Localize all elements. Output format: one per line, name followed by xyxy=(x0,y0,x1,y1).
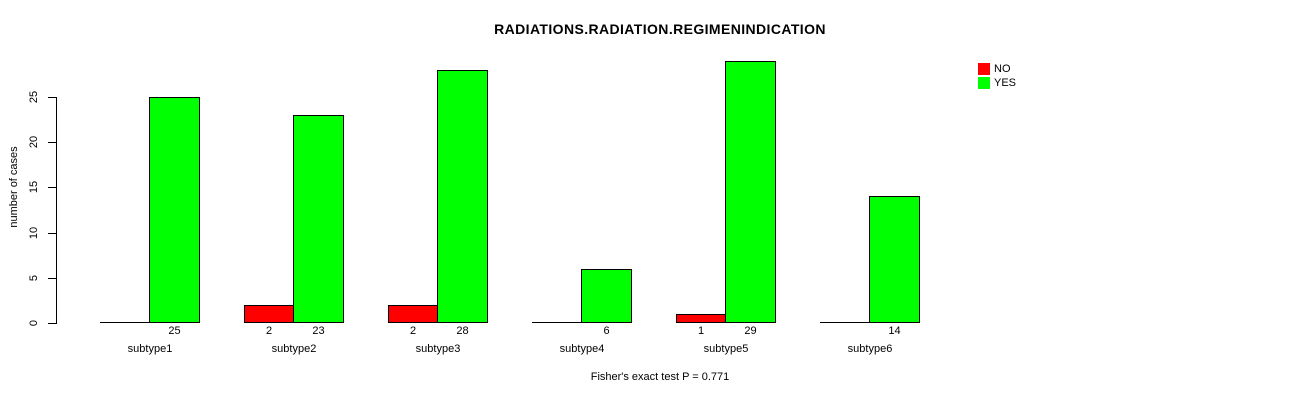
legend-label: NO xyxy=(994,63,1011,75)
y-tick-label: 25 xyxy=(28,90,40,104)
x-category-label-subtype4: subtype4 xyxy=(559,343,605,355)
y-axis-line xyxy=(56,97,57,324)
bar-value-label: 2 xyxy=(265,325,273,337)
bar-no-subtype4-zero xyxy=(532,322,583,323)
y-axis-tick xyxy=(48,97,56,98)
legend-entry-yes: YES xyxy=(978,77,1016,89)
bar-yes-subtype1 xyxy=(149,97,200,323)
y-tick-label: 15 xyxy=(28,181,40,194)
y-tick-label: 5 xyxy=(28,274,40,281)
x-category-label-subtype2: subtype2 xyxy=(271,343,317,355)
legend: NO YES xyxy=(978,63,1016,91)
statistical-test-caption: Fisher's exact test P = 0.771 xyxy=(590,371,730,383)
bar-no-subtype5 xyxy=(676,314,726,323)
bar-yes-subtype2 xyxy=(293,115,344,323)
bar-no-subtype3 xyxy=(388,305,438,323)
y-axis-tick xyxy=(48,277,56,279)
y-tick-label: 0 xyxy=(28,319,40,327)
y-axis-tick xyxy=(48,232,56,234)
chart-title: RADIATIONS.RADIATION.REGIMENINDICATION xyxy=(494,21,826,37)
bar-no-subtype1-zero xyxy=(100,322,151,323)
bar-yes-subtype6 xyxy=(869,196,920,323)
x-category-label-subtype6: subtype6 xyxy=(847,343,893,355)
bar-yes-subtype4 xyxy=(581,269,632,323)
legend-swatch-no xyxy=(978,63,990,75)
y-axis-tick xyxy=(48,187,56,189)
bar-value-label: 29 xyxy=(744,325,757,337)
bar-value-label: 14 xyxy=(888,325,901,337)
x-category-label-subtype1: subtype1 xyxy=(127,343,173,355)
bar-value-label: 2 xyxy=(409,325,417,337)
x-category-label-subtype5: subtype5 xyxy=(703,343,749,355)
bar-yes-subtype5 xyxy=(725,61,776,323)
x-category-label-subtype3: subtype3 xyxy=(415,343,461,355)
y-tick-label: 10 xyxy=(28,226,40,239)
legend-label: YES xyxy=(994,77,1017,89)
legend-swatch-yes xyxy=(978,77,990,89)
y-axis-tick xyxy=(48,142,56,144)
bar-no-subtype2 xyxy=(244,305,294,323)
bar-yes-subtype3 xyxy=(437,70,488,323)
bar-value-label: 28 xyxy=(456,325,469,337)
bar-value-label: 25 xyxy=(168,325,181,337)
bar-value-label: 1 xyxy=(697,325,705,337)
y-axis-tick xyxy=(48,323,56,324)
bar-value-label: 6 xyxy=(603,325,610,337)
bar-value-label: 23 xyxy=(312,325,325,337)
y-tick-label: 20 xyxy=(28,136,40,149)
bar-no-subtype6-zero xyxy=(820,322,871,323)
legend-entry-no: NO xyxy=(978,63,1016,75)
